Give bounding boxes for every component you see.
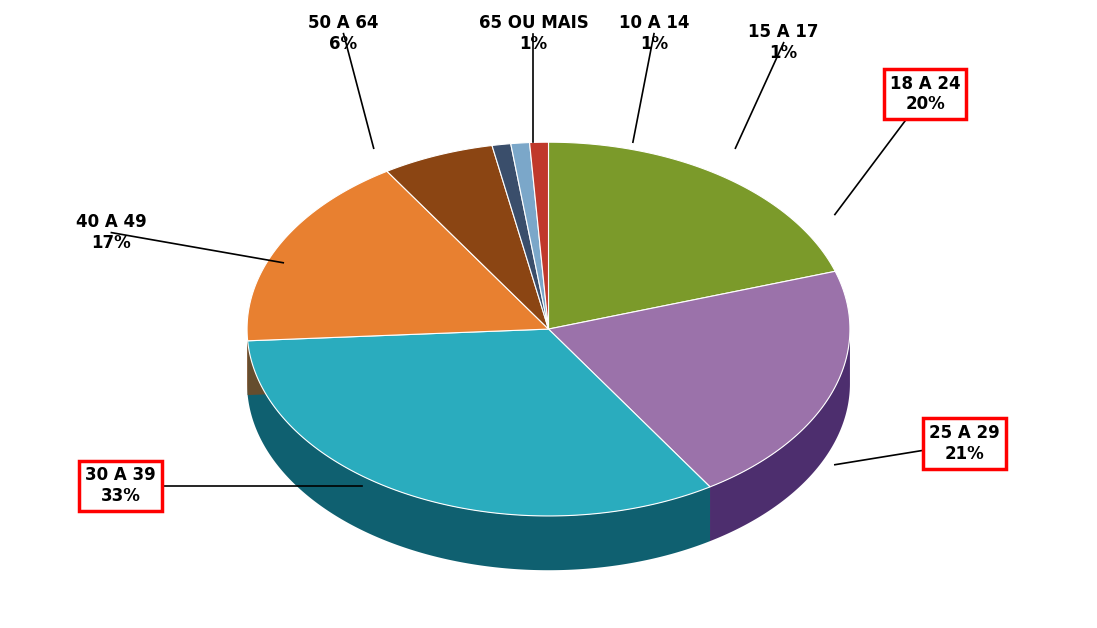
Text: 40 A 49
17%: 40 A 49 17%	[76, 214, 147, 252]
Text: 18 A 24
20%: 18 A 24 20%	[890, 75, 961, 113]
Polygon shape	[511, 143, 548, 329]
Polygon shape	[530, 142, 548, 329]
Text: 50 A 64
6%: 50 A 64 6%	[308, 14, 378, 53]
Polygon shape	[548, 271, 850, 487]
Polygon shape	[548, 142, 835, 329]
Polygon shape	[548, 329, 710, 541]
Text: 65 OU MAIS
1%: 65 OU MAIS 1%	[478, 14, 588, 53]
Polygon shape	[387, 146, 548, 329]
Text: 25 A 29
21%: 25 A 29 21%	[929, 425, 999, 463]
Polygon shape	[248, 329, 710, 516]
Polygon shape	[710, 330, 850, 541]
Polygon shape	[548, 329, 710, 541]
Polygon shape	[248, 329, 548, 395]
Text: 10 A 14
1%: 10 A 14 1%	[619, 14, 689, 53]
Text: 30 A 39
33%: 30 A 39 33%	[86, 467, 156, 505]
Polygon shape	[248, 341, 710, 570]
Polygon shape	[248, 329, 548, 395]
Polygon shape	[247, 171, 548, 341]
Polygon shape	[493, 144, 548, 329]
Text: 15 A 17
1%: 15 A 17 1%	[748, 23, 818, 62]
